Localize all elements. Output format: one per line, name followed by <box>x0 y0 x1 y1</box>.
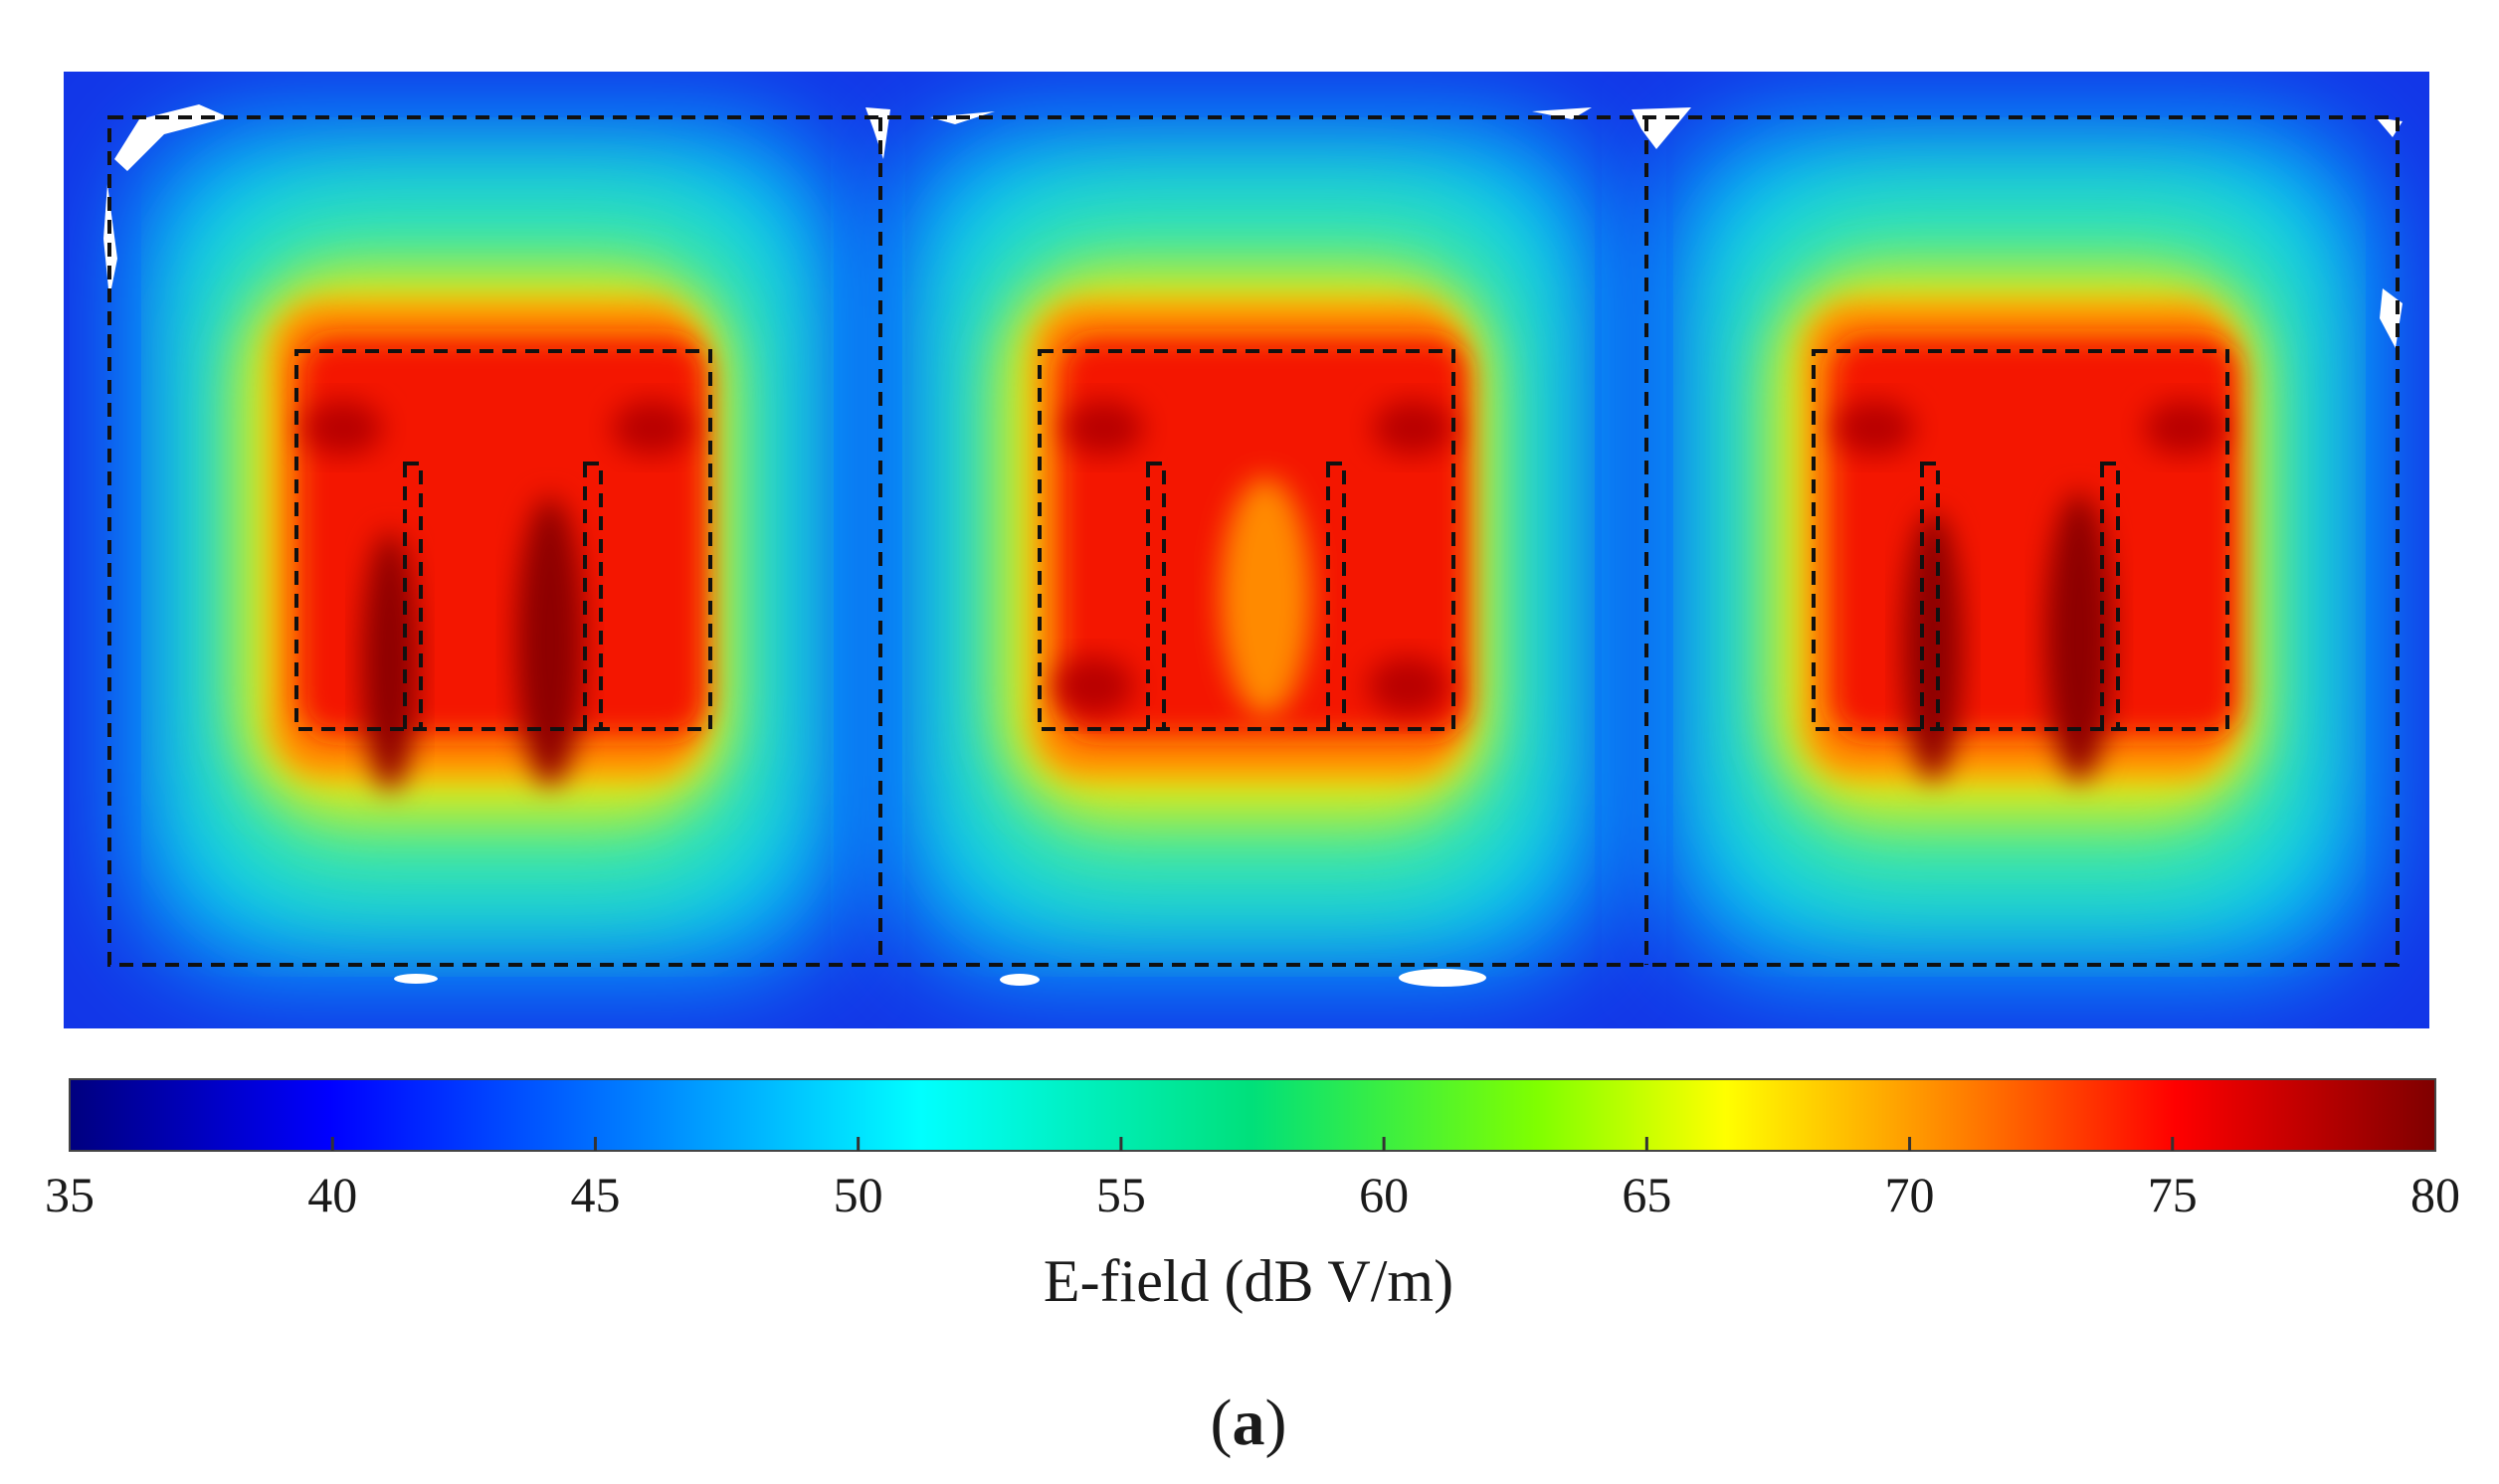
colorbar: 35 40 45 50 55 60 65 70 75 80 E-field (dB V/m) <box>45 1078 2460 1314</box>
room-2-inner-box <box>1038 349 1455 731</box>
room-2-field <box>900 129 1597 965</box>
colorbar-tick-label: 80 <box>2410 1167 2460 1222</box>
room-1-field <box>139 129 836 965</box>
colorbar-gradient <box>69 1078 2436 1152</box>
field-heatmap <box>64 72 2429 1028</box>
colorbar-tick-label: 70 <box>1885 1167 1935 1222</box>
room-3-inner-box <box>1812 349 2229 731</box>
colorbar-tick-label: 75 <box>2148 1167 2198 1222</box>
room-outlines <box>107 115 2400 967</box>
colorbar-tick-label: 65 <box>1622 1167 1671 1222</box>
colorbar-tick-label: 60 <box>1359 1167 1409 1222</box>
colorbar-label: E-field (dB V/m) <box>1044 1248 1453 1314</box>
room-1-column-left <box>403 462 423 731</box>
colorbar-tick-label: 55 <box>1096 1167 1146 1222</box>
colorbar-tick-label: 50 <box>834 1167 883 1222</box>
room-3-field <box>1671 129 2368 965</box>
room-2-column-right <box>1326 462 1346 731</box>
panel-label: (a) <box>1211 1387 1287 1459</box>
panel-label-letter: a <box>1233 1387 1265 1459</box>
room-2-column-left <box>1146 462 1166 731</box>
panel-label-open: ( <box>1211 1387 1233 1459</box>
room-3-column-right <box>2100 462 2120 731</box>
building-outline <box>107 115 2400 967</box>
colorbar-tick-label: 35 <box>45 1167 95 1222</box>
colorbar-tick-label: 40 <box>307 1167 357 1222</box>
room-3-column-left <box>1920 462 1940 731</box>
colorbar-ticks <box>330 1137 2175 1151</box>
panel-label-close: ) <box>1265 1387 1287 1459</box>
room-1-inner-box <box>294 349 712 731</box>
colorbar-tick-label: 45 <box>570 1167 620 1222</box>
colorbar-tick-labels: 35 40 45 50 55 60 65 70 75 80 <box>45 1167 2460 1222</box>
room-1-column-right <box>583 462 603 731</box>
